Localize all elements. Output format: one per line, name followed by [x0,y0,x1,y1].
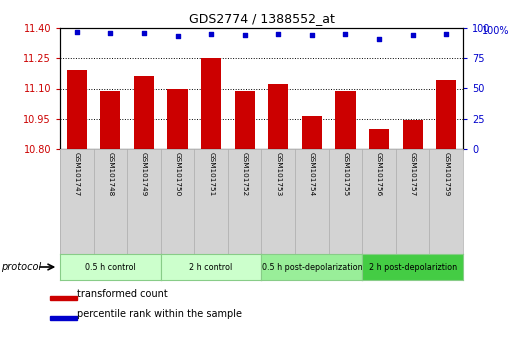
Text: GSM101751: GSM101751 [208,152,214,196]
Point [173,34,182,39]
Text: GSM101753: GSM101753 [275,152,281,196]
Text: GSM101759: GSM101759 [443,152,449,196]
Text: GSM101752: GSM101752 [242,152,248,196]
Point [106,30,114,36]
Text: 0.5 h post-depolarization: 0.5 h post-depolarization [262,263,362,272]
Text: GSM101747: GSM101747 [74,152,80,196]
Text: GSM101749: GSM101749 [141,152,147,196]
Bar [101,91,121,354]
Text: GSM101748: GSM101748 [107,152,113,196]
Bar [134,76,154,354]
Text: GSM101754: GSM101754 [309,152,315,196]
Text: GSM101756: GSM101756 [376,152,382,196]
Bar [369,129,389,354]
Text: GSM101755: GSM101755 [343,152,348,196]
Bar [50,316,77,320]
Point [241,33,249,38]
Bar [50,296,77,299]
Text: 2 h post-depolariztion: 2 h post-depolariztion [368,263,457,272]
Bar [201,58,221,354]
Point [375,36,383,42]
Text: transformed count: transformed count [77,289,168,299]
Bar [67,70,87,354]
Point [140,30,148,36]
Point [442,31,450,37]
Point [408,33,417,38]
Text: 2 h control: 2 h control [189,263,233,272]
Text: 0.5 h control: 0.5 h control [85,263,136,272]
Bar [436,80,456,354]
Bar [302,116,322,354]
Point [207,31,215,37]
Title: GDS2774 / 1388552_at: GDS2774 / 1388552_at [189,12,334,25]
Point [308,33,316,38]
Bar [234,91,255,354]
Bar [268,85,288,354]
Bar [167,88,188,354]
Point [274,31,282,37]
Bar [403,120,423,354]
Bar [336,91,356,354]
Text: protocol: protocol [1,262,42,272]
Point [73,29,81,34]
Text: percentile rank within the sample: percentile rank within the sample [77,309,242,319]
Text: GSM101750: GSM101750 [174,152,181,196]
Point [341,31,349,37]
Text: GSM101757: GSM101757 [409,152,416,196]
Y-axis label: 100%: 100% [482,25,509,36]
